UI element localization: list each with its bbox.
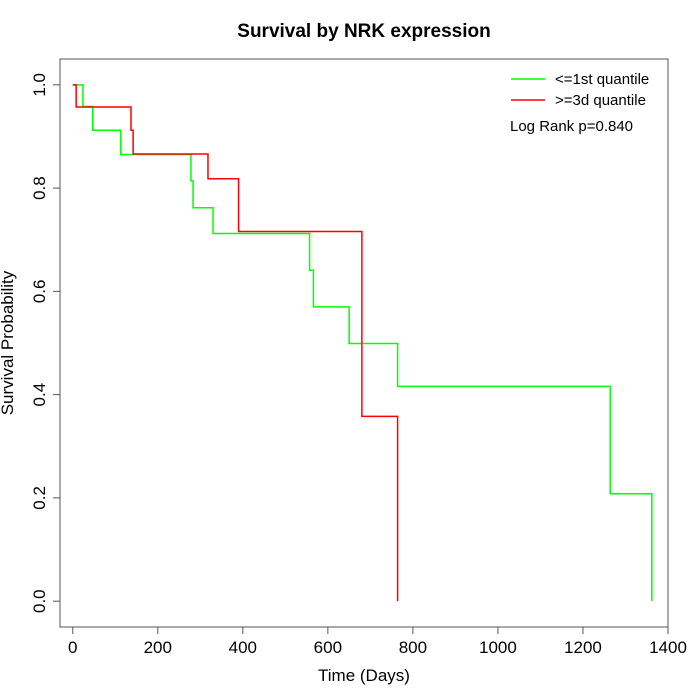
legend-label: >=3d quantile (555, 92, 646, 109)
legend: <=1st quantile >=3d quantile (511, 71, 649, 109)
y-tick-label: 0.2 (30, 486, 49, 510)
y-tick-label: 0.4 (30, 383, 49, 407)
x-tick-label: 1000 (479, 638, 517, 657)
legend-label: <=1st quantile (555, 71, 649, 88)
chart-title: Survival by NRK expression (237, 21, 490, 42)
series-line-2 (72, 84, 399, 602)
x-axis: 0 200 400 600 800 1000 1200 1400 (68, 626, 687, 657)
y-tick-label: 0.8 (30, 176, 49, 200)
y-tick-label: 0.6 (30, 280, 49, 304)
x-axis-label: Time (Days) (318, 666, 410, 685)
y-tick-label: 1.0 (30, 73, 49, 97)
y-axis-label: Survival Probability (0, 270, 17, 415)
x-tick-label: 1400 (649, 638, 687, 657)
y-tick-label: 0.0 (30, 589, 49, 613)
x-tick-label: 200 (144, 638, 172, 657)
x-tick-label: 0 (68, 638, 77, 657)
x-tick-label: 1200 (564, 638, 602, 657)
x-tick-label: 600 (314, 638, 342, 657)
x-tick-label: 800 (399, 638, 427, 657)
series-layer (72, 84, 653, 602)
x-tick-label: 400 (229, 638, 257, 657)
y-axis: 0.0 0.2 0.4 0.6 0.8 1.0 (30, 73, 61, 613)
series-line-1 (72, 84, 653, 602)
log-rank-annotation: Log Rank p=0.840 (510, 118, 633, 135)
